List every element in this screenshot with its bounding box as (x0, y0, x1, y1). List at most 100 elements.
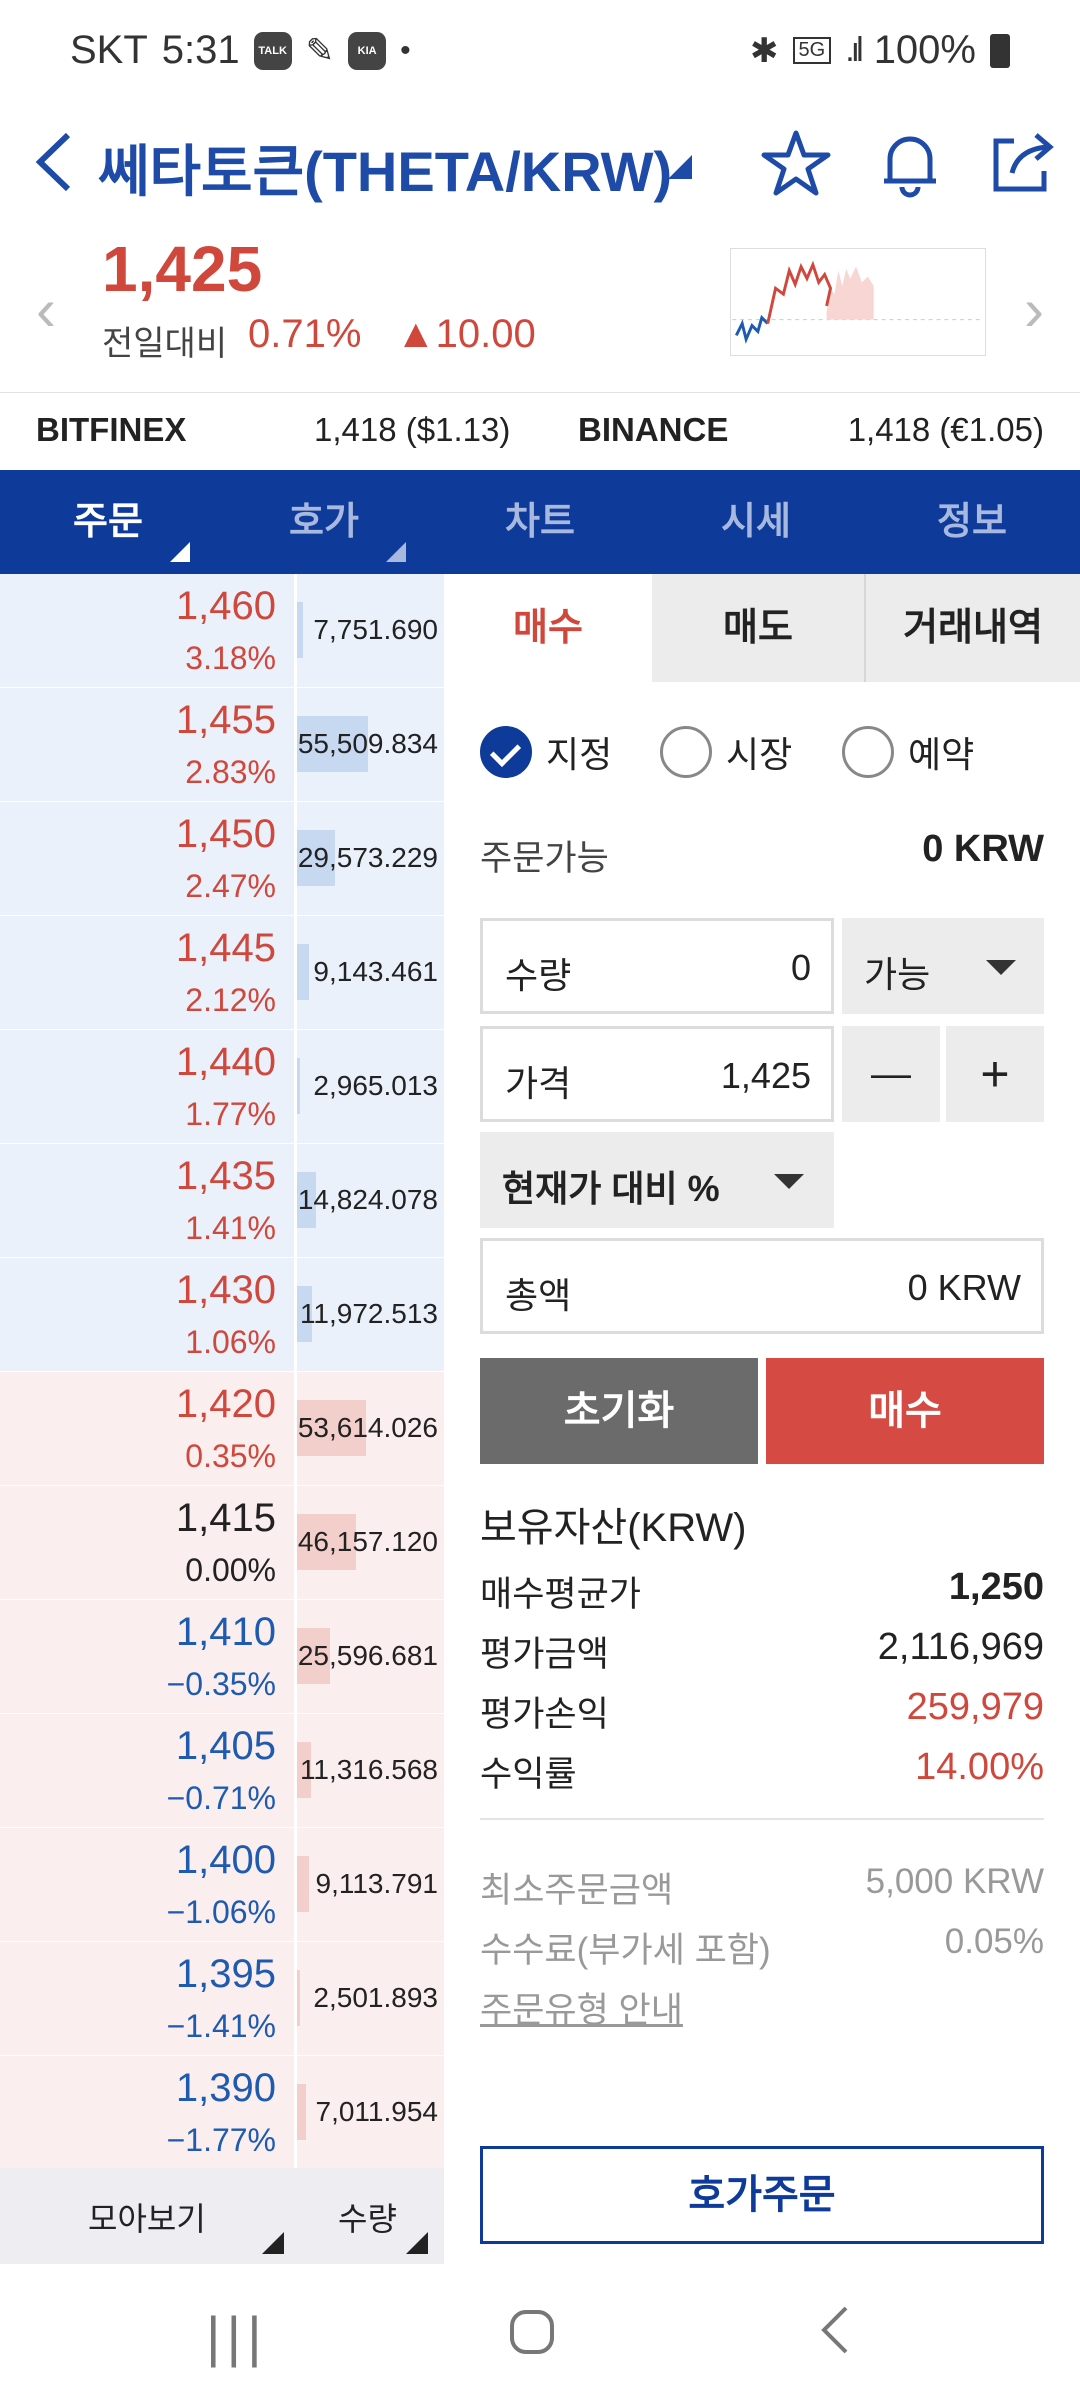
level-rate: 1.41% (185, 1210, 276, 1246)
volume-bar (297, 2084, 306, 2140)
asset-value: 1,250 (948, 1566, 1044, 1608)
tab-market[interactable]: 시세 (648, 470, 864, 574)
level-price: 1,435 (175, 1154, 276, 1198)
ask-row[interactable]: 1,435 1.41% 14,824.078 (0, 1144, 444, 1258)
order-type-guide-link[interactable]: 주문유형 안내 (480, 1982, 1044, 2033)
radio-market[interactable]: 시장 (660, 726, 792, 778)
volume-bar (297, 830, 335, 886)
level-rate: 2.47% (185, 868, 276, 904)
back-icon[interactable] (30, 127, 76, 208)
hoga-order-button[interactable]: 호가주문 (480, 2146, 1044, 2244)
tab-hoga[interactable]: 호가 (216, 470, 432, 574)
share-icon[interactable] (984, 125, 1060, 201)
bell-icon[interactable] (872, 125, 948, 201)
asset-label: 매수평균가 (480, 1575, 642, 1614)
mini-chart[interactable] (730, 248, 986, 356)
fee-value: 0.05% (944, 1922, 1044, 1961)
bid-row[interactable]: 1,405 −0.71% 11,316.568 (0, 1714, 444, 1828)
total-field[interactable]: 총액 0 KRW (480, 1238, 1044, 1334)
reset-button[interactable]: 초기화 (480, 1358, 758, 1464)
status-right: ✱ 5G .ıl 100% (750, 28, 1010, 73)
radio-limit[interactable]: 지정 (480, 726, 612, 778)
exchange-name: BINANCE (578, 411, 729, 448)
price-minus-button[interactable]: — (842, 1026, 940, 1122)
asset-label: 수익률 (480, 1755, 577, 1794)
quantity-select[interactable]: 가능 (842, 918, 1044, 1014)
ask-row[interactable]: 1,450 2.47% 29,573.229 (0, 802, 444, 916)
quantity-cell: 55,509.834 (297, 688, 444, 801)
percent-select[interactable]: 현재가 대비 % (480, 1132, 834, 1228)
quantity-cell: 7,751.690 (297, 574, 444, 687)
diff-percent: 0.71% (248, 312, 362, 356)
exchange-price: 1,418 ($1.13) (314, 411, 511, 448)
coin-title[interactable]: 쎄타토큰(THETA/KRW) (98, 140, 673, 203)
bid-row[interactable]: 1,420 0.35% 53,614.026 (0, 1372, 444, 1486)
dot-icon: • (400, 33, 411, 67)
ask-row[interactable]: 1,460 3.18% 7,751.690 (0, 574, 444, 688)
battery-level: 100% (873, 28, 976, 72)
bluetooth-icon: ✱ (750, 31, 779, 70)
ask-row[interactable]: 1,445 2.12% 9,143.461 (0, 916, 444, 1030)
signal-icon: .ıl (845, 31, 864, 69)
clock: 5:31 (161, 28, 240, 72)
tab-corner-icon (386, 542, 406, 562)
available-label: 주문가능 (480, 839, 609, 878)
status-bar: SKT 5:31 TALK ✎ KIA • ✱ 5G .ıl 100% (0, 0, 1080, 105)
title-dropdown-icon[interactable] (668, 155, 692, 179)
5g-icon: 5G (792, 37, 832, 64)
radio-circle-icon (660, 726, 712, 778)
status-left: SKT 5:31 TALK ✎ KIA • (70, 28, 411, 73)
tab-order[interactable]: 주문 (0, 470, 216, 574)
star-icon[interactable] (758, 125, 834, 201)
quantity-cell: 2,501.893 (297, 1942, 444, 2055)
exchange-bar: BITFINEX 1,418 ($1.13) BINANCE 1,418 (€1… (0, 392, 1080, 470)
volume-bar (297, 1058, 300, 1114)
tab-sell[interactable]: 매도 (652, 574, 864, 682)
price-field[interactable]: 가격 1,425 (480, 1026, 834, 1122)
radio-label: 예약 (908, 734, 975, 775)
quantity-field[interactable]: 수량 0 (480, 918, 834, 1014)
level-quantity: 2,965.013 (313, 1070, 438, 1101)
quantity-toggle-button[interactable]: 수량 (338, 2201, 397, 2237)
quantity-cell: 46,157.120 (297, 1486, 444, 1599)
prev-coin-icon[interactable]: ‹ (36, 276, 56, 343)
info-row: 수수료(부가세 포함) 0.05% (480, 1922, 1044, 1973)
order-tabs: 매수 매도 거래내역 (444, 574, 1080, 682)
ask-row[interactable]: 1,455 2.83% 55,509.834 (0, 688, 444, 802)
asset-label: 평가금액 (480, 1635, 609, 1674)
bid-row[interactable]: 1,400 −1.06% 9,113.791 (0, 1828, 444, 1942)
ask-row[interactable]: 1,440 1.77% 2,965.013 (0, 1030, 444, 1144)
bid-row[interactable]: 1,390 −1.77% 7,011.954 (0, 2056, 444, 2170)
level-price: 1,395 (175, 1952, 276, 1996)
level-price: 1,445 (175, 926, 276, 970)
buy-button[interactable]: 매수 (766, 1358, 1044, 1464)
group-view-button[interactable]: 모아보기 (88, 2201, 206, 2237)
level-quantity: 29,573.229 (297, 842, 438, 873)
nav-back-icon[interactable] (818, 2304, 852, 2369)
level-rate: −0.71% (166, 1780, 276, 1816)
price-cell: 1,460 3.18% (0, 574, 294, 687)
tab-chart[interactable]: 차트 (432, 470, 648, 574)
bid-row[interactable]: 1,395 −1.41% 2,501.893 (0, 1942, 444, 2056)
quantity-value: 0 (790, 947, 811, 988)
quantity-cell: 29,573.229 (297, 802, 444, 915)
radio-reserve[interactable]: 예약 (842, 726, 974, 778)
ask-row[interactable]: 1,430 1.06% 11,972.513 (0, 1258, 444, 1372)
next-coin-icon[interactable]: › (1024, 276, 1044, 343)
home-icon[interactable] (508, 2304, 556, 2369)
available-value: 0 KRW (922, 828, 1044, 870)
tab-buy[interactable]: 매수 (444, 574, 652, 682)
volume-bar (297, 1628, 330, 1684)
price-plus-button[interactable]: + (946, 1026, 1044, 1122)
tab-info[interactable]: 정보 (864, 470, 1080, 574)
info-row: 최소주문금액 5,000 KRW (480, 1862, 1044, 1913)
level-price: 1,455 (175, 698, 276, 742)
bid-row[interactable]: 1,415 0.00% 46,157.120 (0, 1486, 444, 1600)
level-price: 1,410 (175, 1610, 276, 1654)
chevron-down-icon (986, 960, 1016, 975)
tab-history[interactable]: 거래내역 (864, 574, 1080, 682)
bid-row[interactable]: 1,410 −0.35% 25,596.681 (0, 1600, 444, 1714)
price-cell: 1,420 0.35% (0, 1372, 294, 1485)
recent-apps-icon[interactable]: ||| (206, 2305, 268, 2368)
volume-bar (297, 602, 303, 658)
